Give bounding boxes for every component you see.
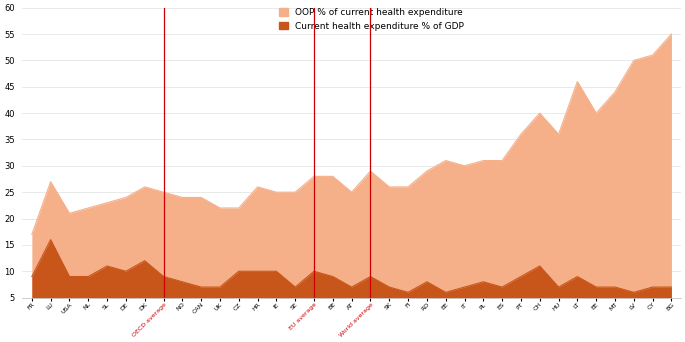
Legend: OOP % of current health expenditure, Current health expenditure % of GDP: OOP % of current health expenditure, Cur… [277,6,466,32]
